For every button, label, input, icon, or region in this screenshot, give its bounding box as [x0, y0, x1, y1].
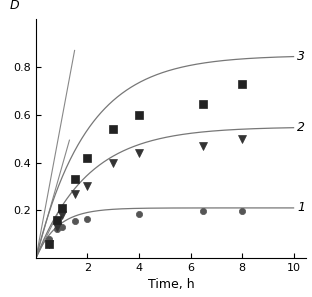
- Text: 3: 3: [297, 50, 305, 63]
- X-axis label: Time, h: Time, h: [148, 279, 194, 291]
- Text: 2: 2: [297, 121, 305, 134]
- Y-axis label: D: D: [9, 0, 19, 12]
- Text: 1: 1: [297, 201, 305, 214]
